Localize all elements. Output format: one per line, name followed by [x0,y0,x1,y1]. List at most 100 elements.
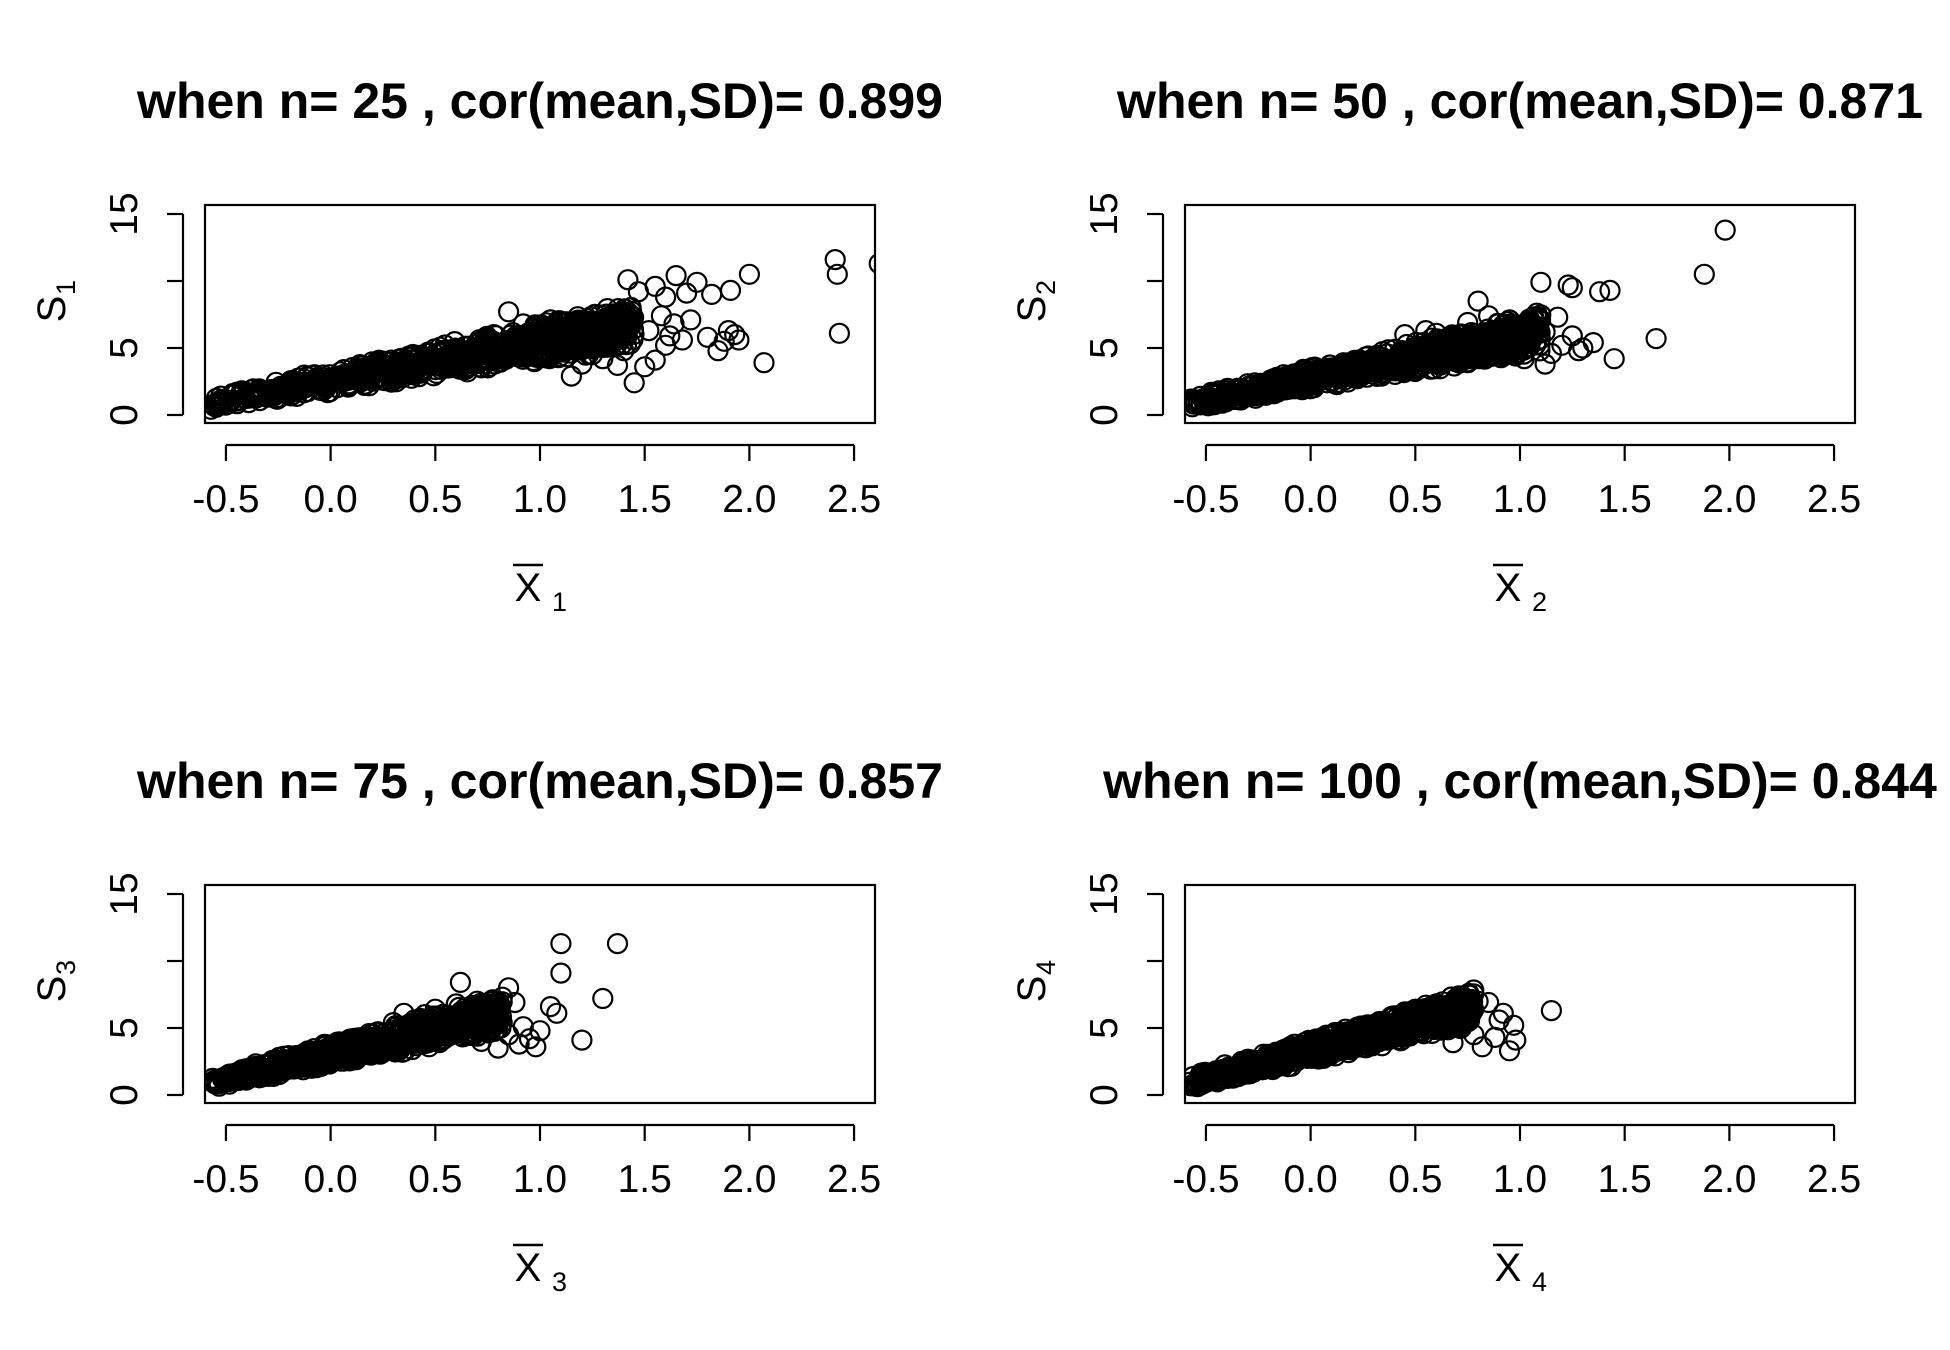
cloud-point [1207,388,1229,410]
svg-text:2: 2 [1031,280,1061,295]
cloud-point [300,1046,322,1069]
data-point [504,991,526,1014]
x-tick-label: -0.5 [1172,478,1239,521]
y-axis: 0 5 15 [103,192,185,426]
panel-2: when n= 50 , cor(mean,SD)= 0.871 -0.5 0.0 0… [1010,73,1923,617]
y-axis-label: S2 [1010,280,1061,322]
cloud-point [339,1028,361,1050]
y-tick-label: 15 [103,192,146,235]
data-point [753,352,775,374]
svg-text:1: 1 [552,587,567,617]
data-point [414,1003,436,1026]
cloud-point [366,1029,388,1051]
data-point [696,326,719,348]
x-tick-label: 1.5 [1598,1158,1652,1201]
data-point [1404,998,1426,1020]
data-point [567,313,589,335]
data-point [1463,1024,1485,1046]
y-axis-label: S3 [30,960,81,1002]
data-point [728,329,750,351]
y-tick-label: 0 [1083,404,1126,426]
y-axis: 0 5 15 [1083,192,1165,426]
cloud-point [609,303,632,325]
data-point [529,1020,551,1042]
data-point [1362,1016,1385,1038]
cloud-point [1209,390,1231,412]
svg-text:2: 2 [1532,587,1547,617]
data-point [1645,328,1667,350]
y-axis-label: S4 [1010,960,1061,1002]
plot-frame [203,203,877,425]
x-tick-label: 0.0 [1284,1158,1338,1201]
cloud-point [1339,356,1362,378]
data-point [483,324,505,346]
cloud-point [1185,388,1202,410]
cloud-point [1212,385,1234,407]
data-point [525,329,547,351]
cloud-point [1352,356,1374,378]
data-point [470,1030,492,1053]
data-point [1467,990,1489,1012]
y-axis-label: S1 [30,280,81,322]
data-point [477,1011,499,1034]
data-point [1693,263,1715,285]
svg-text:S: S [30,296,74,323]
y-tick-label: 5 [103,337,146,359]
cloud-point [1245,385,1267,407]
data-point [623,372,645,394]
data-point [1415,994,1437,1016]
data-point [1714,219,1736,241]
data-point [1572,337,1594,359]
y-tick-label: 0 [103,404,146,426]
cloud-point [529,343,551,365]
x-axis: -0.5 0.0 0.5 1.0 1.5 2.0 2.5 [1172,443,1861,521]
data-point [1394,324,1416,346]
x-axis: -0.5 0.0 0.5 1.0 1.5 2.0 2.5 [1172,1123,1861,1201]
data-point [1415,320,1437,342]
cloud-point [309,370,331,392]
cloud-point [1336,1028,1358,1050]
y-tick-label: 15 [1083,872,1126,915]
x-tick-label: 1.5 [1598,478,1652,521]
cloud-point [402,364,424,386]
data-point [1534,353,1556,375]
data-point [613,340,635,362]
data-point [587,317,610,339]
y-tick-label: 0 [103,1084,146,1106]
data-point [382,1011,404,1034]
cloud-point [362,355,384,377]
cloud-point [210,385,232,407]
cloud-point [423,347,445,369]
cloud-point [339,1039,361,1061]
data-point [1603,348,1625,370]
cloud-point [453,345,475,367]
data-point [707,340,729,362]
cloud-point [472,1005,494,1028]
cloud-point [369,1027,392,1049]
cloud-point [616,311,639,333]
cloud-point [269,1049,291,1072]
data-point [1457,995,1479,1018]
data-point [1588,281,1611,303]
data-point [445,993,467,1015]
cloud-point [1195,1071,1218,1093]
plot-frame [1183,203,1857,425]
panel-3: when n= 75 , cor(mean,SD)= 0.857 -0.5 0.0 0… [30,753,943,1297]
x-tick-label: 2.0 [1702,478,1756,521]
data-point [1421,1022,1443,1045]
cloud-point [225,1069,247,1092]
panel-title: when n= 25 , cor(mean,SD)= 0.899 [136,73,943,129]
data-point [719,279,742,301]
cloud-point [433,1018,455,1040]
cloud-point [1240,380,1263,402]
data-point [644,349,666,371]
data-point [654,334,677,356]
cloud-point [212,1067,234,1089]
cloud-point [399,353,421,376]
cloud-point [479,355,501,377]
data-point [1436,998,1458,1020]
cloud-point [1198,1068,1220,1090]
data-point [571,353,593,375]
